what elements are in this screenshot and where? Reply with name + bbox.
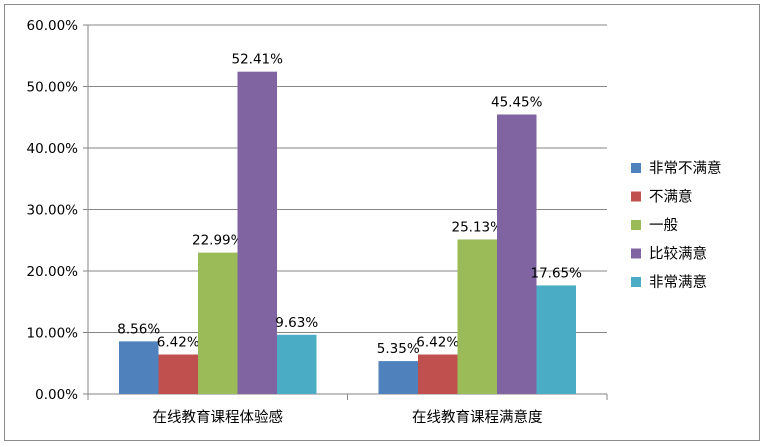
data-label: 25.13% <box>452 219 504 235</box>
data-label: 52.41% <box>232 52 284 68</box>
legend-swatch <box>631 248 641 259</box>
bar <box>378 361 418 394</box>
data-label: 6.42% <box>416 335 459 351</box>
legend-swatch <box>631 277 641 287</box>
legend-swatch <box>631 191 641 202</box>
data-label: 45.45% <box>491 94 543 110</box>
data-label: 9.63% <box>275 315 318 331</box>
data-label: 8.56% <box>117 321 160 337</box>
bar <box>198 252 238 394</box>
bar <box>158 354 198 394</box>
y-tick-label: 20.00% <box>27 264 79 280</box>
bar <box>497 114 537 395</box>
legend-swatch <box>631 220 641 230</box>
y-tick-label: 0.00% <box>35 387 78 403</box>
legend-label: 一般 <box>649 217 678 234</box>
bar <box>418 354 458 394</box>
data-label: 5.35% <box>377 341 420 357</box>
legend-label: 非常满意 <box>649 273 707 291</box>
legend-label: 非常不满意 <box>649 159 722 177</box>
x-category-label: 在线教育课程体验感 <box>153 409 284 426</box>
data-label: 6.42% <box>157 335 200 351</box>
x-category-label: 在线教育课程满意度 <box>412 408 543 426</box>
legend-label: 比较满意 <box>649 245 707 263</box>
y-tick-label: 10.00% <box>27 326 79 342</box>
y-tick-label: 60.00% <box>27 18 79 34</box>
legend-swatch <box>631 163 641 173</box>
y-tick-label: 40.00% <box>27 141 79 157</box>
bar <box>277 334 317 394</box>
y-tick-label: 30.00% <box>27 203 79 219</box>
legend-label: 不满意 <box>649 188 693 206</box>
y-tick-label: 50.00% <box>27 80 79 96</box>
bar <box>119 341 159 394</box>
bar <box>536 285 576 394</box>
bar <box>237 71 277 394</box>
bar <box>457 239 497 394</box>
data-label: 22.99% <box>192 233 244 249</box>
data-label: 17.65% <box>531 265 583 281</box>
